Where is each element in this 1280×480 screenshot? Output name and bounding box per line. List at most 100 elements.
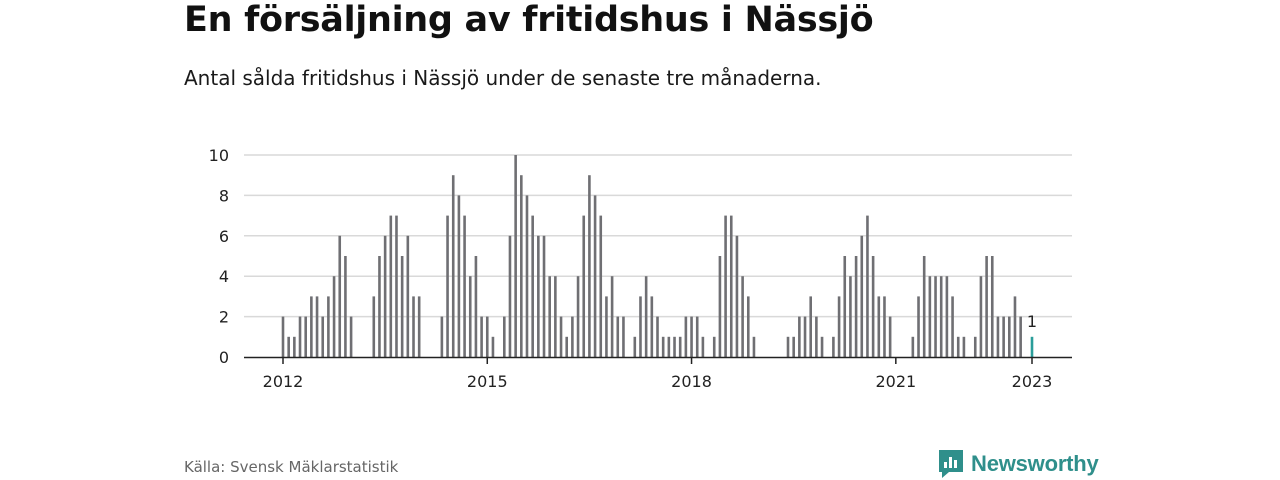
y-tick-label: 10 [209,146,229,165]
bar [485,316,489,357]
bar [746,296,750,357]
y-tick-label: 6 [219,227,229,246]
bar [622,316,625,357]
bar [599,215,603,357]
data-label: 1 [1027,312,1037,331]
source-note: Källa: Svensk Mäklarstatistik [184,458,399,476]
bar [701,336,705,357]
bar [684,316,688,357]
bar [1008,316,1011,357]
bar [531,215,534,357]
bar [372,296,376,357]
page-subtitle: Antal sålda fritidshus i Nässjö under de… [184,66,822,90]
x-tick-label: 2012 [263,372,304,391]
bar [809,296,812,357]
bar [406,235,410,357]
brand-logo[interactable]: Newsworthy [937,448,1099,480]
bar [537,235,540,357]
bar [934,276,937,357]
bar [644,276,648,357]
bar [837,296,841,357]
data-labels: 1 [1027,312,1037,331]
x-tick-label: 2021 [875,372,916,391]
bar [395,215,398,357]
bar [650,296,654,357]
y-tick-label: 4 [219,267,229,286]
bar [503,316,506,357]
bar [996,316,1000,357]
bar [315,296,319,357]
y-tick-label: 8 [219,186,229,205]
y-axis-ticks: 0 2 4 6 8 10 [209,146,229,367]
bar [979,276,983,357]
bar [849,276,852,357]
bar [281,316,285,357]
bar [656,316,659,357]
bar [752,336,756,357]
bar [724,215,727,357]
bar [605,296,608,357]
bar [939,276,943,357]
bar [860,235,864,357]
bar [854,256,858,357]
bar [440,316,444,357]
bar [349,316,353,357]
bar [588,175,591,357]
bar [633,336,637,357]
bar [792,336,795,357]
page-title: En försäljning av fritidshus i Nässjö [184,0,874,40]
bar [678,336,682,357]
bar [843,256,847,357]
bar [508,235,512,357]
bar [559,316,563,357]
bar [582,215,586,357]
bar [293,336,296,357]
bar [520,175,523,357]
y-tick-label: 2 [219,308,229,327]
bar [1002,316,1005,357]
bar [741,276,744,357]
bar [712,336,716,357]
bar [474,256,478,357]
bar [400,256,404,357]
bar [945,276,949,357]
bar [338,235,342,357]
bar [883,296,886,357]
bar [310,296,313,357]
bar [729,215,733,357]
bar [695,316,699,357]
bar [412,296,415,357]
bar [565,336,569,357]
bar [973,336,977,357]
bar [962,336,966,357]
bar [866,215,869,357]
bar [610,276,614,357]
bar [327,296,330,357]
bar [389,215,393,357]
bar [990,256,994,357]
bar [616,316,620,357]
bar [956,336,960,357]
bar [951,296,954,357]
bar [446,215,449,357]
bar [548,276,551,357]
brand-name: Newsworthy [971,451,1099,476]
bar [417,296,421,357]
bar [457,195,461,357]
bar [911,336,915,357]
bar [344,256,347,357]
bars [281,155,1034,357]
bar [554,276,557,357]
bar [491,336,495,357]
y-tick-label: 0 [219,348,229,367]
newsworthy-logo-icon [939,450,963,478]
x-tick-label: 2015 [467,372,508,391]
bar [888,316,892,357]
x-axis: 2012 2015 2018 2021 2023 [244,356,1072,391]
bar [832,336,835,357]
bar [514,155,517,357]
bar [287,336,290,357]
bar [815,316,818,357]
bar [871,256,875,357]
bar [690,316,693,357]
